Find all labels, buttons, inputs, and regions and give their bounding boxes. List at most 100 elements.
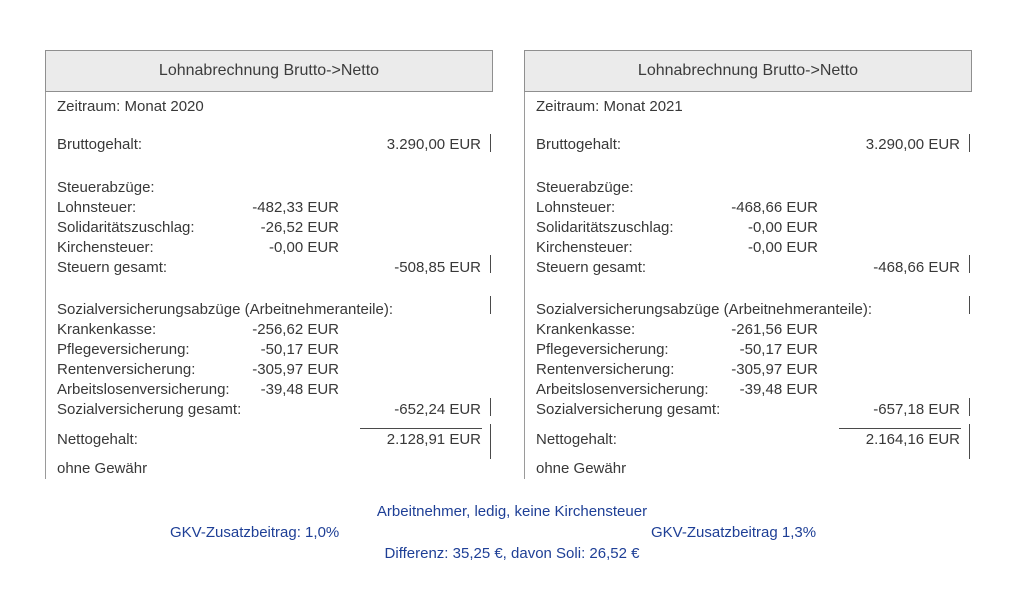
social-row-label: Arbeitslosenversicherung: xyxy=(536,381,709,398)
social-row-value: -305,97 EUR xyxy=(252,361,339,378)
panel-title: Lohnabrechnung Brutto->Netto xyxy=(158,62,380,79)
net-label: Nettogehalt: xyxy=(57,431,138,448)
tax-total-value: -508,85 EUR xyxy=(394,259,481,276)
tax-total-label: Steuern gesamt: xyxy=(536,259,647,276)
net-total-rule xyxy=(360,428,482,429)
disclaimer-row: ohne Gewähr xyxy=(536,459,960,479)
social-section-label: Sozialversicherungsabzüge (Arbeitnehmera… xyxy=(536,301,873,318)
annotation-gkv-line: GKV-Zusatzbeitrag: 1,0% GKV-Zusatzbeitra… xyxy=(0,522,1024,543)
annotation-gkv-2020: GKV-Zusatzbeitrag: 1,0% xyxy=(170,524,340,541)
period-label: Zeitraum: Monat 2020 xyxy=(57,98,204,115)
tax-row: Lohnsteuer: -482,33 EUR xyxy=(57,198,481,218)
tax-total-tick xyxy=(490,255,491,273)
net-label: Nettogehalt: xyxy=(536,431,617,448)
gross-value: 3.290,00 EUR xyxy=(386,136,481,153)
social-section-header: Sozialversicherungsabzüge (Arbeitnehmera… xyxy=(536,300,960,320)
social-row: Pflegeversicherung: -50,17 EUR xyxy=(57,340,481,360)
social-section-label: Sozialversicherungsabzüge (Arbeitnehmera… xyxy=(57,301,394,318)
social-row: Rentenversicherung: -305,97 EUR xyxy=(57,360,481,380)
social-row: Arbeitslosenversicherung: -39,48 EUR xyxy=(536,380,960,400)
tax-total-label: Steuern gesamt: xyxy=(57,259,168,276)
social-row-label: Arbeitslosenversicherung: xyxy=(57,381,230,398)
disclaimer-row: ohne Gewähr xyxy=(57,459,481,479)
tax-row: Solidaritätszuschlag: -26,52 EUR xyxy=(57,218,481,238)
tax-row: Solidaritätszuschlag: -0,00 EUR xyxy=(536,218,960,238)
social-row: Arbeitslosenversicherung: -39,48 EUR xyxy=(57,380,481,400)
tax-row: Kirchensteuer: -0,00 EUR xyxy=(57,238,481,258)
tax-row: Kirchensteuer: -0,00 EUR xyxy=(536,238,960,258)
period-row: Zeitraum: Monat 2020 xyxy=(57,97,481,117)
tax-row-value: -26,52 EUR xyxy=(260,219,339,236)
social-row: Krankenkasse: -256,62 EUR xyxy=(57,320,481,340)
panel-title: Lohnabrechnung Brutto->Netto xyxy=(637,62,859,79)
tax-section-label: Steuerabzüge: xyxy=(57,179,155,196)
tax-row-label: Solidaritätszuschlag: xyxy=(536,219,674,236)
social-row-label: Pflegeversicherung: xyxy=(57,341,190,358)
disclaimer-label: ohne Gewähr xyxy=(57,460,148,477)
tax-total-tick xyxy=(969,255,970,273)
annotation-footer: Arbeitnehmer, ledig, keine Kirchensteuer… xyxy=(0,501,1024,564)
net-row-tick xyxy=(969,424,970,459)
panel-header: Lohnabrechnung Brutto->Netto xyxy=(45,50,493,92)
social-total-value: -657,18 EUR xyxy=(873,401,960,418)
panel-body: Zeitraum: Monat 2020 Bruttogehalt: 3.290… xyxy=(45,92,493,479)
net-row: Nettogehalt: 2.128,91 EUR xyxy=(57,429,481,451)
payroll-panel-2021: Lohnabrechnung Brutto->Netto Zeitraum: M… xyxy=(524,50,972,479)
gross-value: 3.290,00 EUR xyxy=(865,136,960,153)
social-row-value: -39,48 EUR xyxy=(739,381,818,398)
social-row-value: -261,56 EUR xyxy=(731,321,818,338)
tax-section-header: Steuerabzüge: xyxy=(536,178,960,198)
tax-section-header: Steuerabzüge: xyxy=(57,178,481,198)
social-header-tick xyxy=(490,296,491,314)
net-row: Nettogehalt: 2.164,16 EUR xyxy=(536,429,960,451)
net-value: 2.164,16 EUR xyxy=(865,431,960,448)
panel-body: Zeitraum: Monat 2021 Bruttogehalt: 3.290… xyxy=(524,92,972,479)
tax-row-value: -0,00 EUR xyxy=(747,239,818,256)
tax-row-label: Kirchensteuer: xyxy=(57,239,154,256)
social-row-label: Pflegeversicherung: xyxy=(536,341,669,358)
social-row-label: Rentenversicherung: xyxy=(536,361,675,378)
tax-row-value: -468,66 EUR xyxy=(731,199,818,216)
social-header-tick xyxy=(969,296,970,314)
gross-row-tick xyxy=(490,134,491,152)
social-row-value: -305,97 EUR xyxy=(731,361,818,378)
social-row: Rentenversicherung: -305,97 EUR xyxy=(536,360,960,380)
gross-row: Bruttogehalt: 3.290,00 EUR xyxy=(57,135,481,155)
social-total-tick xyxy=(490,398,491,416)
gross-row-tick xyxy=(969,134,970,152)
social-row: Krankenkasse: -261,56 EUR xyxy=(536,320,960,340)
tax-row-value: -0,00 EUR xyxy=(268,239,339,256)
tax-row: Lohnsteuer: -468,66 EUR xyxy=(536,198,960,218)
tax-row-label: Lohnsteuer: xyxy=(57,199,137,216)
gross-row: Bruttogehalt: 3.290,00 EUR xyxy=(536,135,960,155)
social-total-tick xyxy=(969,398,970,416)
social-row-value: -50,17 EUR xyxy=(260,341,339,358)
social-total-label: Sozialversicherung gesamt: xyxy=(536,401,721,418)
net-row-tick xyxy=(490,424,491,459)
net-total-rule xyxy=(839,428,961,429)
panel-header: Lohnabrechnung Brutto->Netto xyxy=(524,50,972,92)
social-total-row: Sozialversicherung gesamt: -652,24 EUR xyxy=(57,400,481,420)
gross-label: Bruttogehalt: xyxy=(57,136,143,153)
annotation-employee-status: Arbeitnehmer, ledig, keine Kirchensteuer xyxy=(376,503,648,520)
tax-row-value: -0,00 EUR xyxy=(747,219,818,236)
social-row: Pflegeversicherung: -50,17 EUR xyxy=(536,340,960,360)
social-row-value: -39,48 EUR xyxy=(260,381,339,398)
social-row-label: Rentenversicherung: xyxy=(57,361,196,378)
tax-row-label: Lohnsteuer: xyxy=(536,199,616,216)
social-row-label: Krankenkasse: xyxy=(536,321,636,338)
tax-total-row: Steuern gesamt: -508,85 EUR xyxy=(57,258,481,278)
social-row-label: Krankenkasse: xyxy=(57,321,157,338)
social-row-value: -50,17 EUR xyxy=(739,341,818,358)
social-section-header: Sozialversicherungsabzüge (Arbeitnehmera… xyxy=(57,300,481,320)
tax-row-value: -482,33 EUR xyxy=(252,199,339,216)
net-value: 2.128,91 EUR xyxy=(386,431,481,448)
social-total-value: -652,24 EUR xyxy=(394,401,481,418)
period-label: Zeitraum: Monat 2021 xyxy=(536,98,683,115)
disclaimer-label: ohne Gewähr xyxy=(536,460,627,477)
payroll-panel-2020: Lohnabrechnung Brutto->Netto Zeitraum: M… xyxy=(45,50,493,479)
tax-row-label: Solidaritätszuschlag: xyxy=(57,219,195,236)
tax-total-row: Steuern gesamt: -468,66 EUR xyxy=(536,258,960,278)
tax-total-value: -468,66 EUR xyxy=(873,259,960,276)
